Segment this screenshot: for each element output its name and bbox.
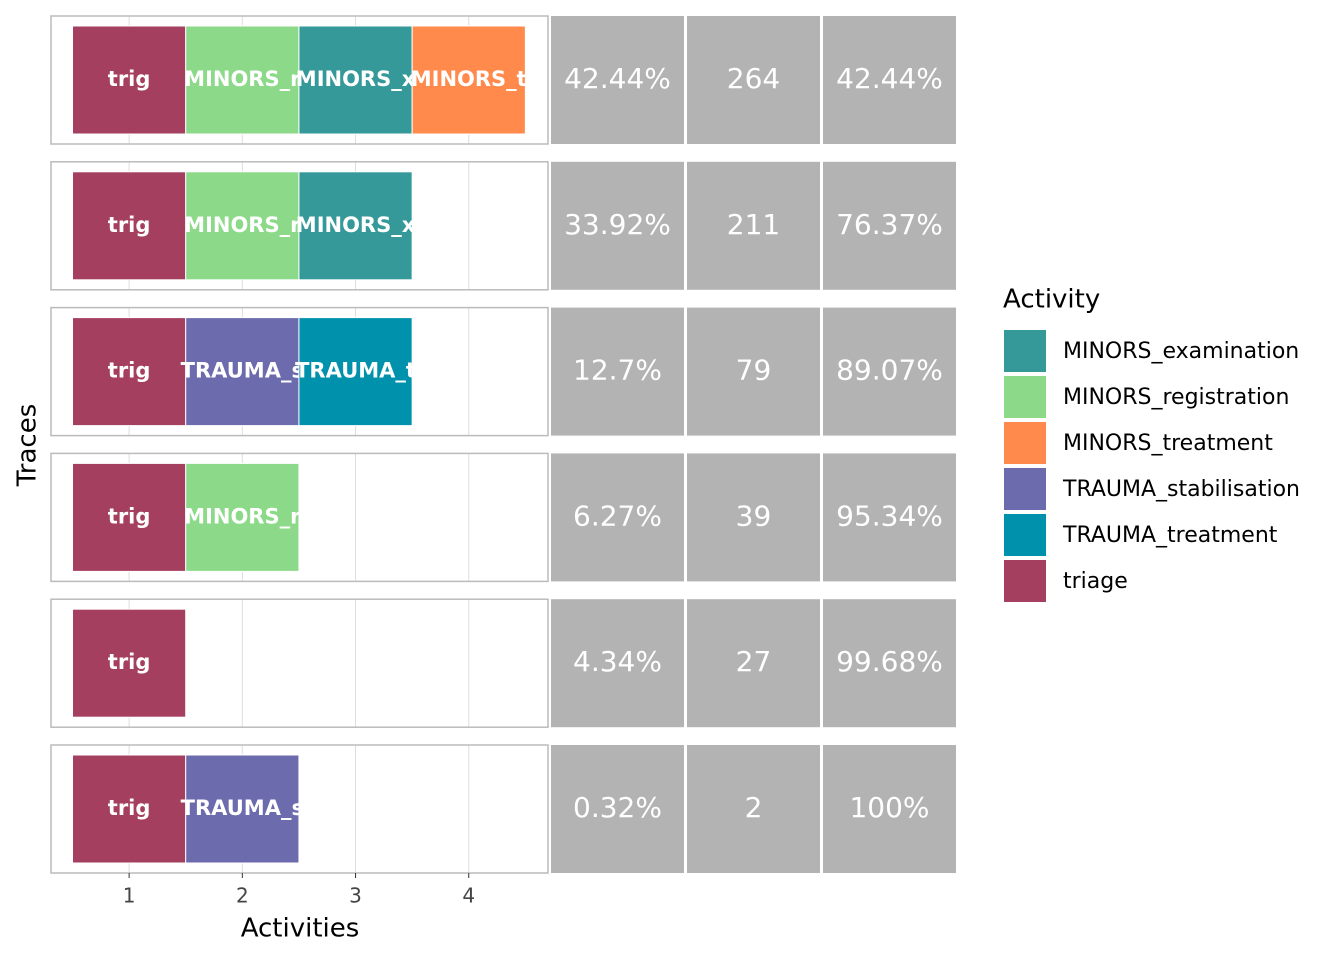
x-tick-label: 1 (123, 884, 136, 908)
activity-tile (298, 317, 413, 427)
trace-row: trig (72, 599, 470, 728)
frequency-label: 2 (745, 791, 763, 824)
panel-border (50, 598, 549, 728)
frequency-label: 79 (736, 354, 772, 387)
frequency-cell (823, 16, 956, 144)
trace-row: trig MINORS_r (72, 453, 470, 582)
activity-label: TRAUMA_s (181, 796, 304, 820)
activity-tile (298, 25, 413, 135)
activity-label: trig (108, 504, 151, 528)
frequency-cell (823, 599, 956, 728)
panel-border (50, 452, 549, 583)
panel-border (50, 744, 549, 874)
frequency-label: 42.44% (836, 62, 943, 95)
frequency-cell (823, 453, 956, 582)
activity-tile (72, 608, 187, 718)
activity-tile (185, 754, 300, 864)
y-axis-title: Traces (13, 404, 43, 488)
legend-label: MINORS_treatment (1063, 431, 1273, 456)
activity-tile (185, 171, 300, 281)
activity-label: TRAUMA_s (181, 359, 304, 383)
panel-border (50, 15, 549, 145)
trace-row: trig TRAUMA_s (72, 745, 470, 873)
frequency-label: 33.92% (564, 208, 671, 241)
frequency-cell (823, 307, 956, 436)
legend-key (1004, 560, 1046, 602)
activity-label: trig (108, 213, 151, 237)
frequency-cell (687, 307, 820, 436)
activity-label: MINORS_r (184, 67, 301, 91)
frequency-label: 4.34% (573, 645, 662, 678)
legend-label: TRAUMA_treatment (1062, 523, 1278, 548)
legend-key (1004, 422, 1046, 464)
activity-tile (72, 317, 187, 427)
activity-tile (185, 25, 300, 135)
activity-label: trig (108, 67, 151, 91)
activity-label: trig (108, 796, 151, 820)
frequency-cell (823, 745, 956, 873)
frequency-cell (687, 453, 820, 582)
frequency-label: 99.68% (836, 645, 943, 678)
frequency-label: 76.37% (836, 208, 943, 241)
activity-label: MINORS_x (296, 67, 416, 91)
x-axis-title: Activities (241, 914, 360, 944)
frequency-label: 100% (849, 791, 929, 824)
legend-label: TRAUMA_stabilisation (1062, 477, 1300, 502)
x-tick-label: 2 (236, 884, 249, 908)
frequency-label: 89.07% (836, 354, 943, 387)
frequency-label: 12.7% (573, 354, 662, 387)
activity-tile (72, 754, 187, 864)
legend-title: Activity (1003, 285, 1100, 315)
activity-label: MINORS_r (184, 504, 301, 528)
panel-border (50, 161, 549, 291)
legend-label: MINORS_examination (1063, 339, 1299, 364)
frequency-label: 264 (727, 62, 780, 95)
frequency-label: 95.34% (836, 499, 943, 532)
activity-tile (411, 25, 526, 135)
x-tick-label: 4 (462, 884, 475, 908)
frequency-cell (551, 453, 684, 582)
frequency-cell (551, 16, 684, 144)
activity-tile (72, 171, 187, 281)
frequency-cell (551, 161, 684, 290)
frequency-cell (687, 745, 820, 873)
frequency-cell (551, 307, 684, 436)
frequency-label: 27 (736, 645, 772, 678)
legend-key (1004, 376, 1046, 418)
activity-label: MINORS_r (184, 213, 301, 237)
activity-tile (72, 25, 187, 135)
activity-label: MINORS_t (411, 67, 527, 91)
activity-label: MINORS_x (296, 213, 416, 237)
frequency-label: 6.27% (573, 499, 662, 532)
legend-key (1004, 468, 1046, 510)
frequency-cell (687, 599, 820, 728)
frequency-cell (687, 161, 820, 290)
frequency-label: 0.32% (573, 791, 662, 824)
x-tick-label: 3 (349, 884, 362, 908)
panel-border (50, 306, 549, 437)
activity-label: trig (108, 359, 151, 383)
legend-key (1004, 514, 1046, 556)
activity-label: TRAUMA_t (295, 359, 416, 383)
frequency-cell (823, 161, 956, 290)
frequency-cell (551, 599, 684, 728)
activity-tile (185, 462, 300, 572)
activity-label: trig (108, 650, 151, 674)
legend-label: MINORS_registration (1063, 385, 1289, 410)
frequency-cell (687, 16, 820, 144)
frequency-label: 211 (727, 208, 780, 241)
activity-tile (72, 462, 187, 572)
activity-tile (185, 317, 300, 427)
legend-key (1004, 330, 1046, 372)
legend-label: triage (1063, 569, 1128, 594)
activity-tile (298, 171, 413, 281)
frequency-label: 42.44% (564, 62, 671, 95)
frequency-label: 39 (736, 499, 772, 532)
frequency-cell (551, 745, 684, 873)
